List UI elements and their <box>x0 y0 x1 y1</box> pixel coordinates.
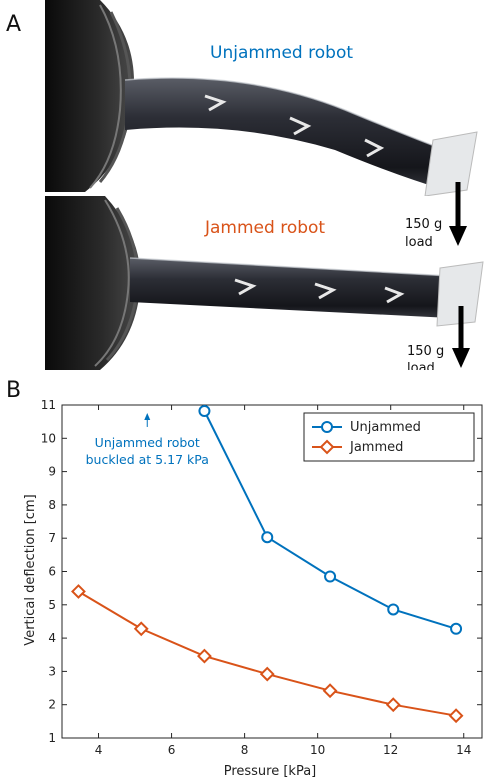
y-tick-label: 1 <box>48 731 56 745</box>
robot-photo: Unjammed robot Jammed robot 150 g load 1… <box>45 0 487 370</box>
data-point-jammed <box>385 697 401 713</box>
data-point-jammed <box>71 584 86 599</box>
data-point-jammed <box>197 648 212 664</box>
data-point-unjammed <box>324 570 337 583</box>
series-jammed <box>71 584 464 724</box>
unjammed-robot-label: Unjammed robot <box>210 43 353 63</box>
load-arrow-bottom <box>452 306 470 368</box>
annotation-arrow-head <box>144 412 151 420</box>
load-label-top-line1: 150 g <box>405 217 442 232</box>
y-axis-label: Vertical deflection [cm] <box>23 494 38 645</box>
data-point-unjammed <box>198 404 211 417</box>
legend-box <box>303 412 475 462</box>
y-tick-label: 11 <box>41 398 56 412</box>
chart-series <box>71 404 464 724</box>
load-label-bottom-line2: load <box>407 361 435 370</box>
y-tick-label: 8 <box>48 498 56 512</box>
series-line-jammed <box>77 590 457 717</box>
series-unjammed <box>198 404 463 635</box>
panel-b-letter: B <box>6 378 22 403</box>
y-tick-label: 2 <box>48 698 56 712</box>
data-point-jammed <box>133 621 149 637</box>
panel-a-letter: A <box>6 12 22 37</box>
y-tick-label: 5 <box>48 598 56 612</box>
x-axis-label: Pressure [kPa] <box>224 764 317 779</box>
y-tick-label: 7 <box>48 531 56 545</box>
data-point-jammed <box>448 708 464 724</box>
buckle-annotation: Unjammed robot buckled at 5.17 kPa <box>86 412 209 467</box>
x-tick-label: 10 <box>310 743 325 757</box>
annotation-line-2: buckled at 5.17 kPa <box>86 452 209 467</box>
x-tick-label: 8 <box>241 743 249 757</box>
data-point-jammed <box>319 439 335 455</box>
jammed-robot-photo <box>45 196 487 370</box>
chart-legend: Unjammed Jammed <box>303 412 475 462</box>
legend-label-jammed: Jammed <box>349 440 403 455</box>
data-point-unjammed <box>450 622 463 635</box>
data-point-unjammed <box>387 603 400 616</box>
x-tick-label: 12 <box>383 743 398 757</box>
data-point-unjammed <box>261 531 274 544</box>
annotation-line-1: Unjammed robot <box>95 435 200 450</box>
legend-label-unjammed: Unjammed <box>350 420 421 435</box>
y-tick-label: 10 <box>41 431 56 445</box>
y-tick-label: 6 <box>48 565 56 579</box>
x-tick-label: 14 <box>456 743 471 757</box>
load-arrow-top <box>449 182 467 246</box>
unjammed-robot-photo <box>45 0 487 197</box>
data-point-jammed <box>322 683 338 699</box>
load-label-bottom-line1: 150 g <box>407 344 444 359</box>
y-tick-label: 9 <box>48 465 56 479</box>
x-tick-label: 6 <box>168 743 176 757</box>
x-tick-label: 4 <box>95 743 103 757</box>
jammed-robot-label: Jammed robot <box>204 218 325 238</box>
data-point-jammed <box>259 666 275 682</box>
data-point-unjammed <box>321 421 333 433</box>
load-label-top-line2: load <box>405 235 433 250</box>
y-tick-label: 4 <box>48 631 56 645</box>
y-tick-label: 3 <box>48 664 56 678</box>
